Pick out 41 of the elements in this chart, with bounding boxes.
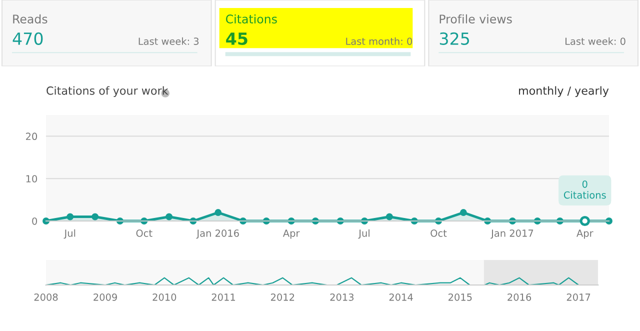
y-tick-label: 0 [32, 217, 38, 225]
x-tick-label: Jan 2017 [490, 230, 534, 239]
annotation: 0 Citations [564, 180, 606, 199]
x-tick-label: 2016 [508, 294, 532, 301]
y-tick-label: 20 [26, 132, 38, 140]
x-tick-label: 2013 [330, 294, 354, 301]
x-tick-label: Apr [282, 230, 300, 239]
x-tick-label: 2008 [34, 294, 58, 301]
text: Citations [226, 14, 277, 24]
point [460, 209, 467, 216]
point [92, 213, 99, 220]
point [66, 213, 74, 220]
x-tick-label: Apr [576, 230, 594, 239]
point [214, 209, 222, 216]
x-tick-label: 2010 [152, 294, 176, 301]
x-tick-label: 2014 [389, 294, 413, 301]
x-tick-label: 2017 [566, 294, 590, 301]
point [42, 218, 50, 224]
x-tick-label: 2009 [94, 294, 117, 301]
chart-title: Citations of your work [46, 86, 168, 97]
text: Last week: 0 [566, 37, 626, 45]
point [606, 218, 612, 224]
text: 470 [12, 32, 43, 45]
x-tick-label: Oct [136, 230, 152, 237]
point [166, 213, 173, 220]
text: 325 [440, 32, 470, 45]
x-tick-label: Jul [64, 229, 76, 239]
text: Reads [13, 14, 48, 24]
text: monthly / yearly [519, 86, 609, 97]
x-tick-label: 2012 [270, 294, 294, 301]
text: Profile views [440, 14, 512, 24]
text: Last week: 3 [138, 37, 199, 45]
x-tick-label: Oct [430, 230, 447, 237]
text: 45 [226, 32, 248, 45]
x-tick-label: Jul [358, 229, 370, 239]
point [386, 213, 393, 220]
text: Last month: 0 [346, 37, 412, 45]
x-tick-label: 2011 [212, 294, 235, 301]
x-tick-label: 2015 [448, 294, 472, 301]
y-tick-label: 10 [26, 175, 38, 182]
x-tick-label: Jan 2016 [196, 230, 239, 239]
